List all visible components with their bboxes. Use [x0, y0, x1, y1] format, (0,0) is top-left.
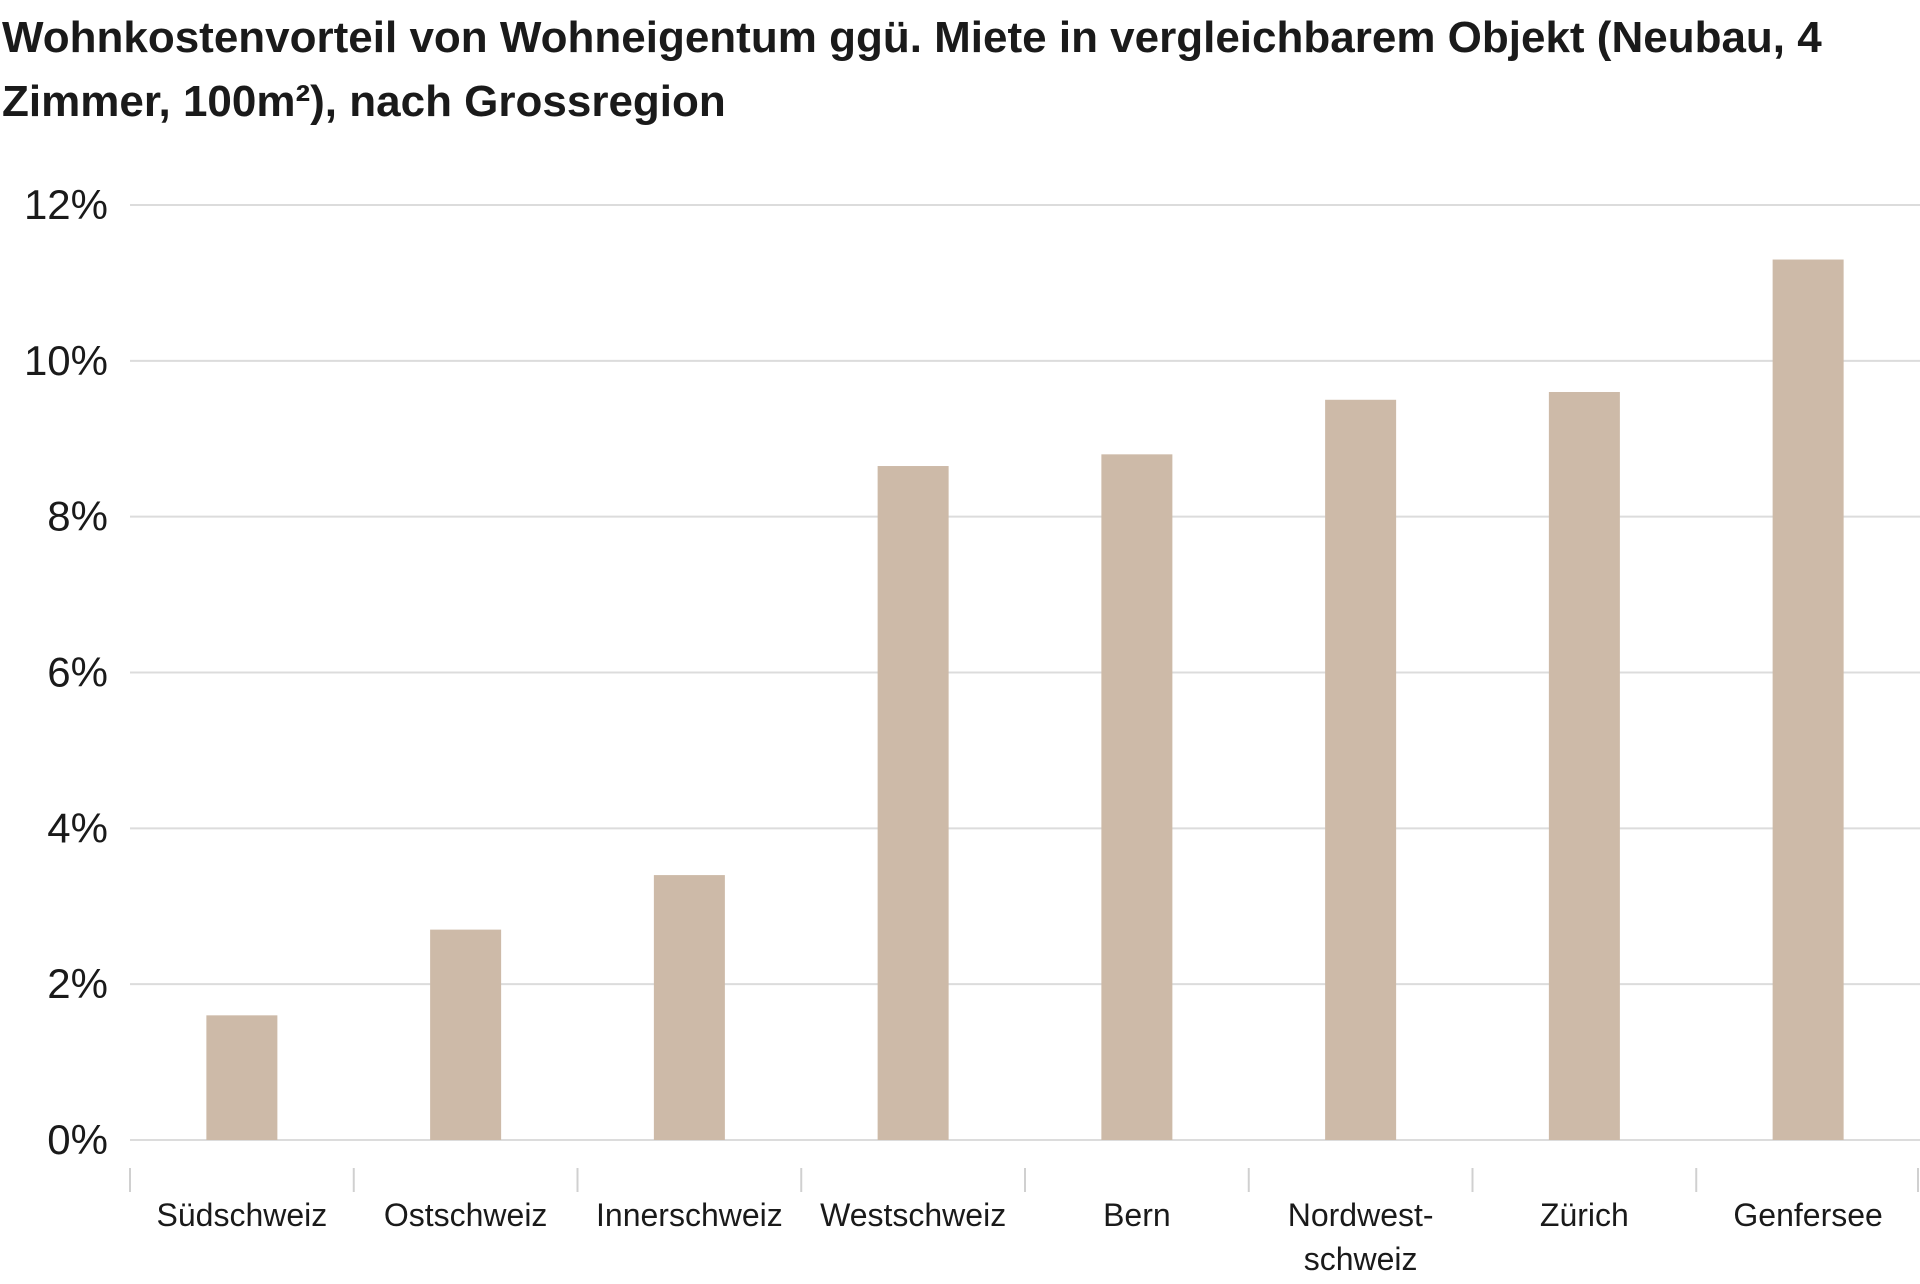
bar: [1325, 399, 1397, 1141]
y-tick-label: 8%: [47, 493, 108, 540]
bar: [653, 875, 725, 1140]
bar: [1548, 392, 1620, 1140]
bar: [206, 1015, 278, 1140]
x-tick-label: Ostschweiz: [384, 1197, 548, 1233]
bar: [1101, 454, 1173, 1140]
x-tick-label: Nordwest-schweiz: [1288, 1197, 1434, 1277]
x-tick-label: Zürich: [1540, 1197, 1629, 1233]
y-tick-label: 2%: [47, 960, 108, 1007]
x-tick-label: Bern: [1103, 1197, 1171, 1233]
bar: [430, 929, 502, 1140]
y-tick-label: 10%: [24, 337, 108, 384]
y-tick-label: 12%: [24, 181, 108, 228]
bar: [1772, 259, 1844, 1141]
chart-title: Wohnkostenvorteil von Wohneigentum ggü. …: [2, 13, 1822, 126]
x-tick-label: Innerschweiz: [596, 1197, 783, 1233]
x-tick-label: Südschweiz: [157, 1197, 328, 1233]
y-tick-label: 4%: [47, 804, 108, 851]
bar: [877, 466, 949, 1140]
y-tick-label: 6%: [47, 649, 108, 696]
y-tick-label: 0%: [47, 1116, 108, 1163]
x-tick-label: Genfersee: [1733, 1197, 1882, 1233]
x-tick-label: Westschweiz: [820, 1197, 1006, 1233]
